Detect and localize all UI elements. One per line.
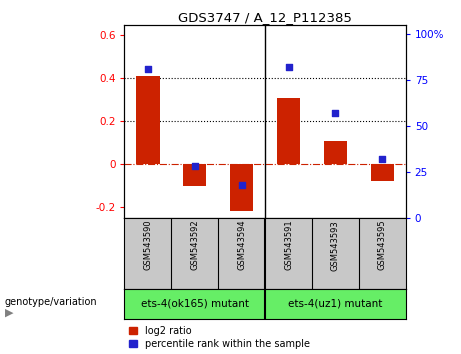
- Point: [332, 110, 339, 116]
- Text: GSM543590: GSM543590: [143, 220, 153, 270]
- Title: GDS3747 / A_12_P112385: GDS3747 / A_12_P112385: [178, 11, 352, 24]
- Text: ▶: ▶: [5, 307, 13, 318]
- Text: GSM543595: GSM543595: [378, 220, 387, 270]
- Point: [144, 66, 152, 72]
- Point: [238, 182, 245, 188]
- Point: [285, 64, 292, 70]
- Text: genotype/variation: genotype/variation: [5, 297, 97, 307]
- Text: ets-4(ok165) mutant: ets-4(ok165) mutant: [141, 298, 249, 309]
- Text: GSM543592: GSM543592: [190, 220, 199, 270]
- Text: GSM543594: GSM543594: [237, 220, 246, 270]
- Bar: [324, 141, 347, 164]
- Legend: log2 ratio, percentile rank within the sample: log2 ratio, percentile rank within the s…: [130, 326, 310, 349]
- Bar: [371, 164, 394, 181]
- Bar: [136, 76, 160, 164]
- Text: ets-4(uz1) mutant: ets-4(uz1) mutant: [288, 298, 383, 309]
- Bar: [183, 164, 207, 185]
- Bar: [230, 164, 254, 211]
- Bar: [277, 98, 300, 164]
- Text: GSM543591: GSM543591: [284, 220, 293, 270]
- Point: [191, 164, 198, 169]
- Text: GSM543593: GSM543593: [331, 220, 340, 270]
- Point: [378, 156, 386, 162]
